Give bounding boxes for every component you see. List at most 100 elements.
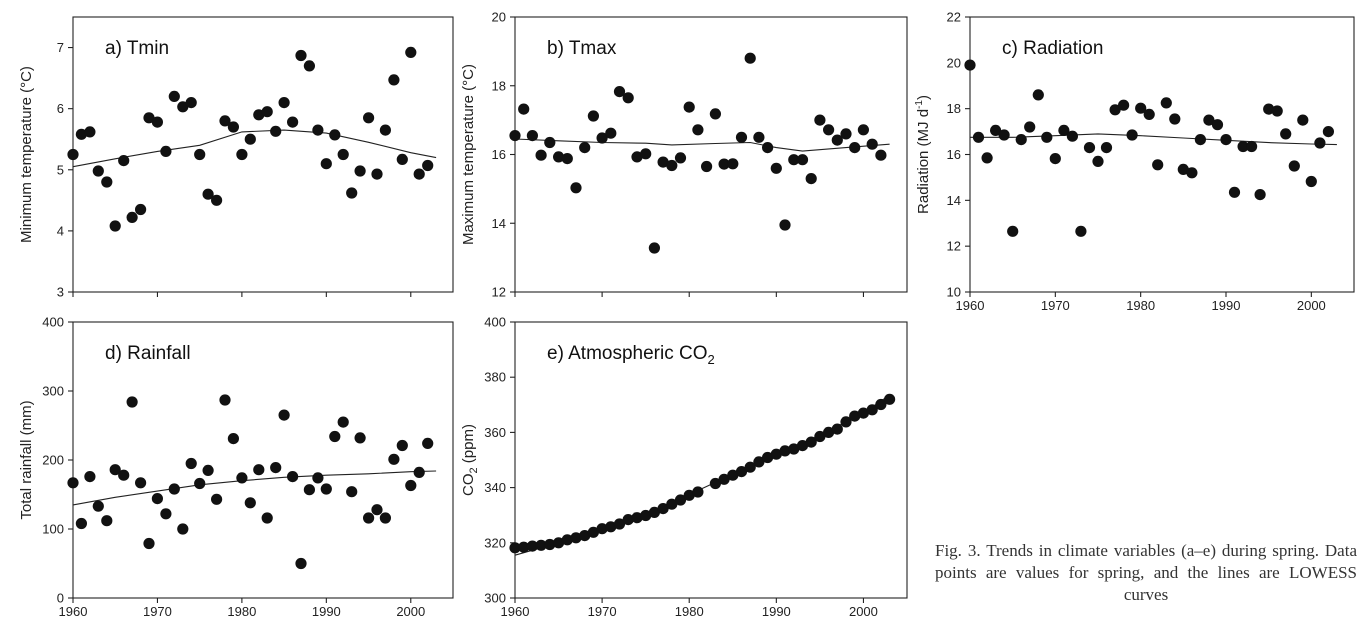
x-tick-label: 2000	[1297, 298, 1326, 313]
panel-e: 300 320 340 360 380 400 1960 1970 1980 1990 2000 CO…	[460, 315, 908, 619]
data-point	[177, 101, 189, 113]
data-point	[363, 112, 375, 124]
y-tick-label: 14	[492, 216, 506, 231]
data-point	[561, 153, 573, 165]
data-point	[253, 464, 265, 476]
data-point	[579, 142, 591, 154]
data-point	[135, 477, 147, 489]
data-point	[287, 471, 299, 483]
y-tick-label: 300	[484, 591, 506, 606]
data-point	[701, 160, 713, 173]
data-point	[544, 538, 556, 551]
data-point	[535, 539, 547, 551]
data-point	[219, 115, 231, 127]
data-point	[596, 523, 608, 535]
data-point	[770, 162, 782, 174]
data-point	[718, 473, 730, 485]
data-point	[227, 121, 239, 133]
data-point	[1203, 114, 1215, 126]
data-point	[613, 86, 626, 98]
data-point	[666, 498, 678, 510]
data-point	[788, 154, 800, 166]
y-tick-label: 400	[484, 315, 506, 330]
panel-title: d) Rainfall	[105, 343, 191, 364]
data-point	[1118, 99, 1130, 111]
data-point	[857, 407, 870, 419]
data-point	[631, 512, 643, 524]
y-tick-label: 100	[42, 522, 64, 537]
data-point	[674, 152, 687, 164]
data-point	[718, 158, 730, 170]
data-point	[354, 165, 366, 177]
data-point	[320, 483, 332, 495]
y-axis-label: Total rainfall (mm)	[18, 400, 35, 519]
data-point	[622, 514, 634, 526]
data-point	[857, 124, 870, 136]
data-point	[849, 142, 861, 154]
data-point	[1228, 186, 1241, 198]
x-tick-label: 1970	[1041, 298, 1070, 313]
y-tick-label: 380	[484, 370, 506, 385]
data-point	[244, 133, 256, 145]
data-point	[109, 464, 121, 476]
y-tick-label: 20	[492, 10, 506, 25]
data-point	[185, 457, 197, 470]
data-point	[657, 156, 669, 168]
data-point	[270, 125, 282, 137]
y-tick-label: 12	[947, 239, 961, 254]
data-point	[151, 493, 163, 505]
data-point	[744, 52, 756, 64]
data-point	[587, 110, 600, 122]
data-point	[1177, 163, 1189, 175]
data-point	[605, 127, 617, 139]
data-point	[1280, 128, 1292, 140]
data-point	[866, 138, 878, 150]
data-point	[762, 451, 774, 464]
y-tick-label: 7	[57, 40, 64, 55]
data-point	[823, 124, 835, 136]
y-tick-label: 20	[947, 55, 961, 70]
data-point	[683, 489, 695, 501]
data-point	[1032, 89, 1044, 101]
data-point	[1058, 124, 1070, 136]
data-point	[92, 500, 104, 512]
y-axis-label: Minimum temperature (°C)	[18, 66, 35, 243]
y-tick-label: 12	[492, 285, 506, 300]
data-point	[194, 148, 206, 161]
data-point	[1024, 121, 1036, 133]
data-point	[371, 504, 383, 516]
y-tick-label: 16	[947, 147, 961, 162]
data-point	[1007, 225, 1019, 237]
data-point	[814, 114, 826, 126]
data-point	[866, 404, 878, 416]
data-point	[202, 188, 214, 200]
data-point	[735, 466, 748, 478]
data-point	[1297, 114, 1309, 126]
data-point	[270, 462, 282, 474]
data-point	[92, 165, 104, 177]
data-point	[1322, 126, 1334, 138]
data-point	[587, 526, 600, 538]
data-point	[1160, 97, 1172, 109]
data-point	[354, 432, 366, 444]
data-point	[1083, 142, 1096, 154]
data-point	[796, 154, 809, 166]
data-point	[396, 153, 408, 165]
data-point	[762, 142, 774, 154]
y-tick-label: 5	[57, 162, 64, 177]
data-point	[1066, 130, 1078, 142]
y-tick-label: 340	[484, 480, 506, 495]
data-point	[143, 537, 155, 550]
data-point	[727, 469, 739, 481]
data-point	[126, 396, 138, 408]
data-point	[1143, 108, 1155, 120]
x-tick-label: 1980	[227, 604, 256, 619]
data-point	[312, 472, 324, 484]
data-point	[1100, 142, 1113, 154]
data-point	[875, 398, 887, 411]
data-point	[674, 494, 687, 506]
data-point	[753, 456, 765, 468]
data-point	[101, 515, 113, 527]
data-point	[236, 148, 248, 161]
